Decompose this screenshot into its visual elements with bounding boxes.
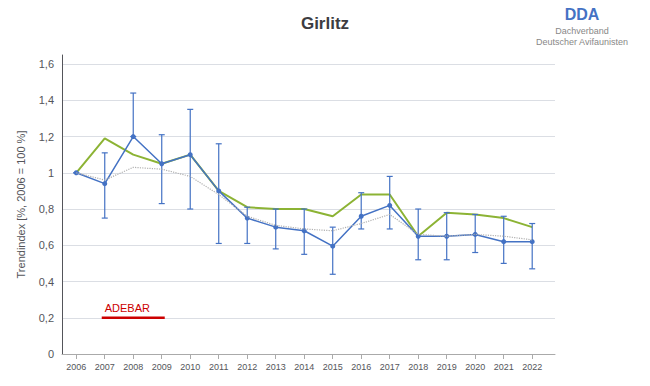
svg-text:2006: 2006 — [66, 362, 86, 372]
svg-text:2018: 2018 — [408, 362, 428, 372]
svg-text:2011: 2011 — [209, 362, 228, 372]
svg-text:0,6: 0,6 — [39, 239, 54, 251]
svg-text:ADEBAR: ADEBAR — [105, 302, 150, 314]
svg-text:2009: 2009 — [152, 362, 172, 372]
svg-text:2016: 2016 — [351, 362, 371, 372]
svg-text:Girlitz: Girlitz — [301, 14, 349, 33]
svg-text:Dachverband: Dachverband — [555, 26, 609, 36]
svg-text:0,4: 0,4 — [39, 276, 54, 288]
svg-text:1: 1 — [48, 167, 54, 179]
svg-text:1,6: 1,6 — [39, 58, 54, 70]
svg-text:2019: 2019 — [437, 362, 457, 372]
svg-text:2008: 2008 — [123, 362, 143, 372]
svg-text:1,4: 1,4 — [39, 94, 54, 106]
svg-text:1,2: 1,2 — [39, 131, 54, 143]
svg-text:2015: 2015 — [323, 362, 343, 372]
svg-text:2022: 2022 — [522, 362, 542, 372]
svg-text:2013: 2013 — [266, 362, 286, 372]
svg-text:0: 0 — [48, 348, 54, 360]
svg-text:2007: 2007 — [95, 362, 115, 372]
svg-text:DDA: DDA — [565, 6, 600, 23]
svg-text:0,2: 0,2 — [39, 312, 54, 324]
svg-text:Trendindex [%, 2006 = 100 %]: Trendindex [%, 2006 = 100 %] — [15, 131, 27, 279]
svg-text:2020: 2020 — [465, 362, 485, 372]
svg-text:2014: 2014 — [294, 362, 314, 372]
svg-text:0,8: 0,8 — [39, 203, 54, 215]
svg-text:2010: 2010 — [180, 362, 200, 372]
svg-text:2017: 2017 — [380, 362, 400, 372]
svg-text:Deutscher Avifaunisten: Deutscher Avifaunisten — [536, 37, 628, 47]
svg-text:2012: 2012 — [237, 362, 257, 372]
svg-text:2021: 2021 — [494, 362, 514, 372]
